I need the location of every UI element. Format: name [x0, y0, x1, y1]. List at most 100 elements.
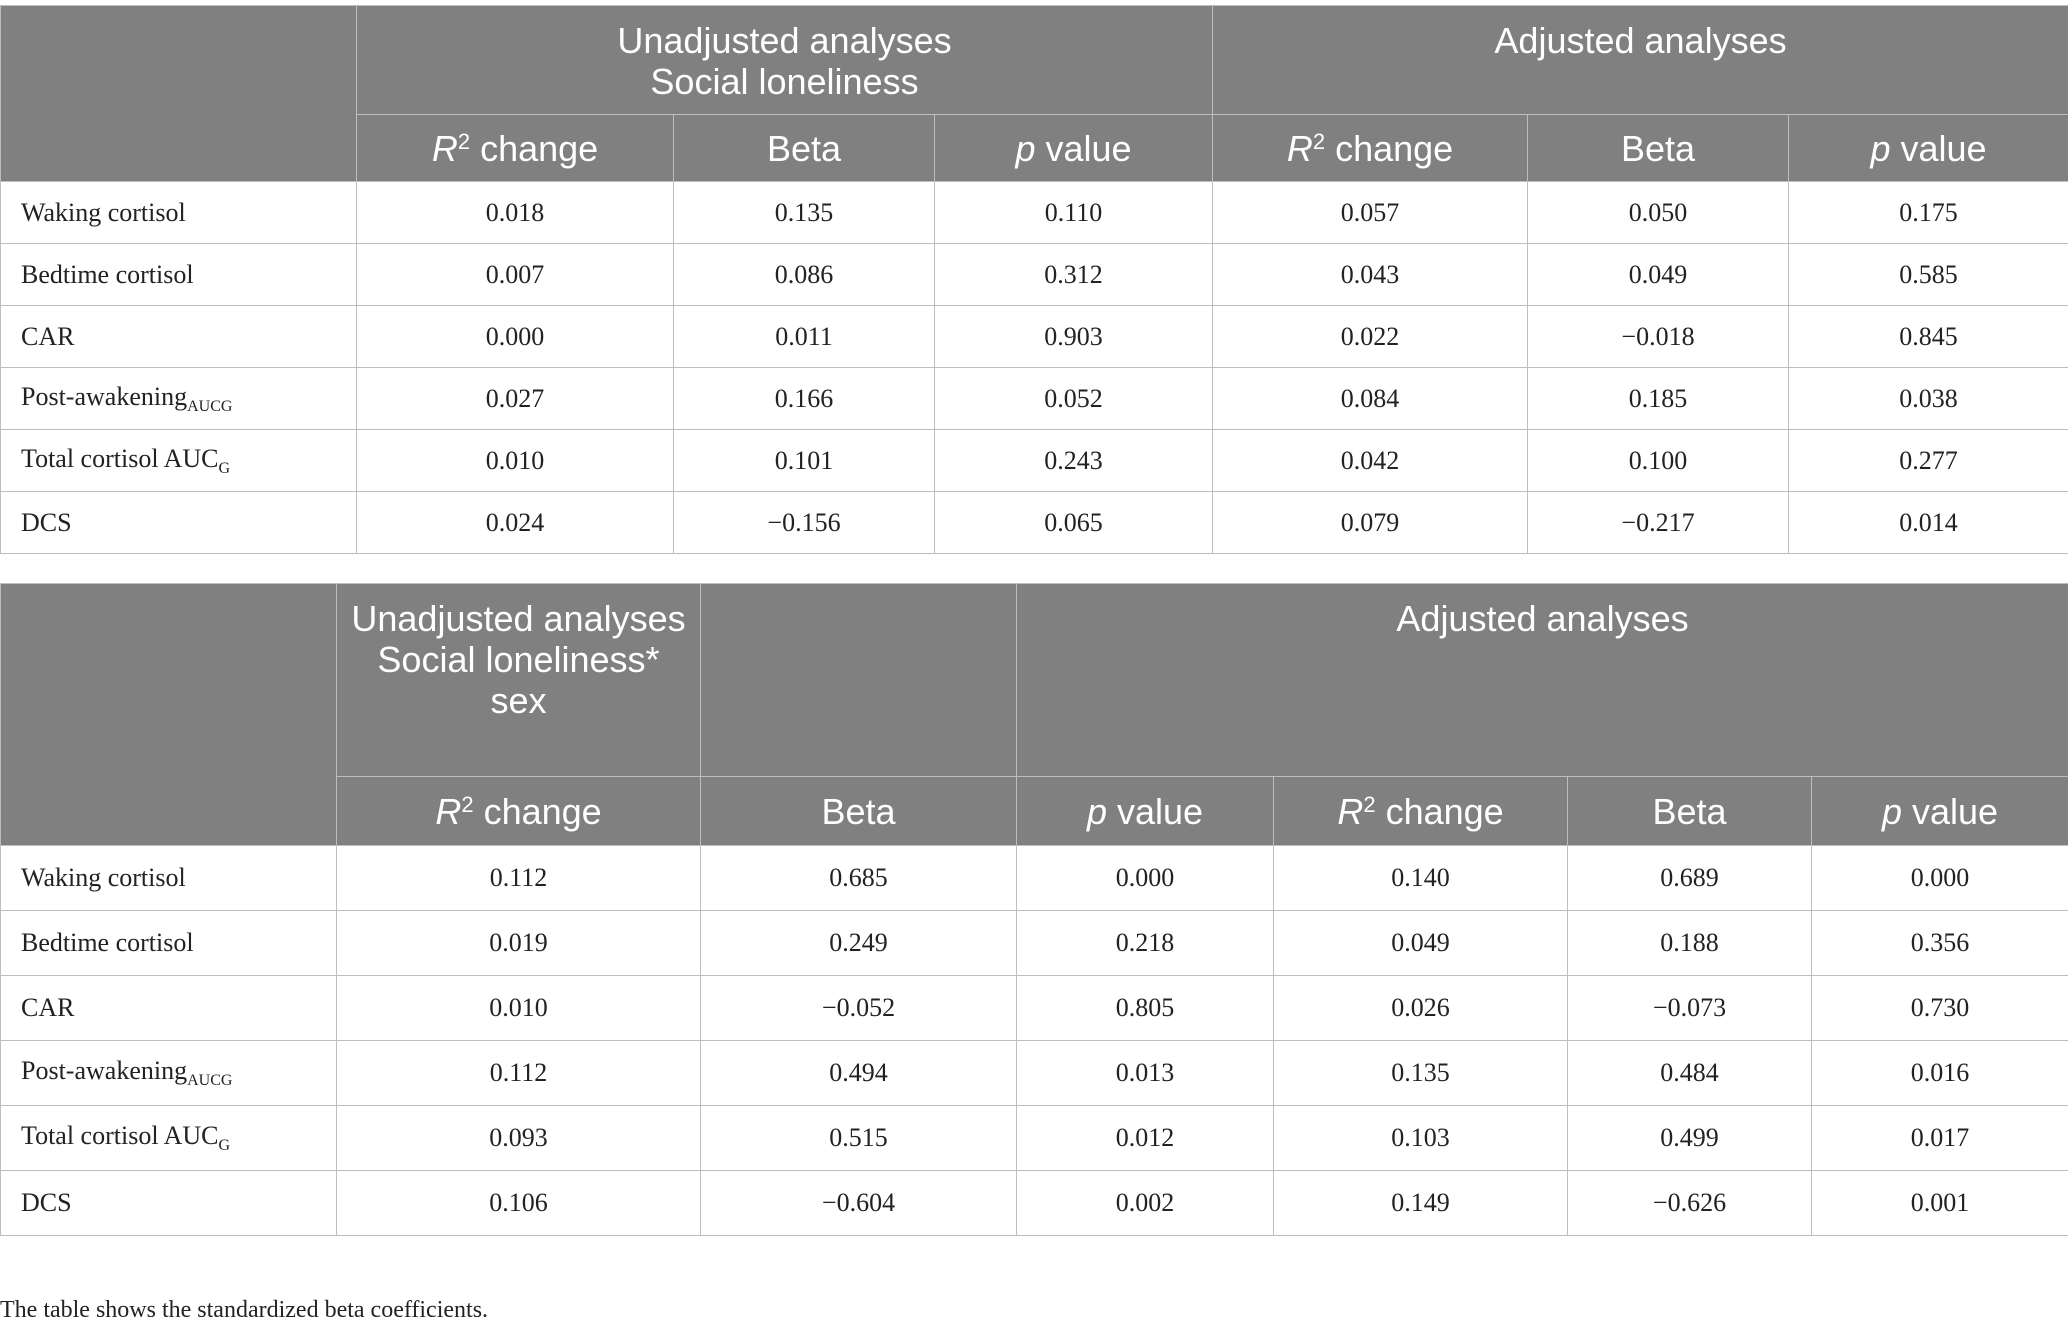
cell: 0.140	[1273, 845, 1568, 911]
header-text: change	[1335, 127, 1454, 169]
cell: 0.805	[1016, 975, 1274, 1041]
cell: 0.845	[1787, 305, 2068, 368]
column-header: p value	[1811, 776, 2068, 846]
column-header: Beta	[1567, 776, 1812, 846]
corner-cell	[0, 583, 337, 846]
column-header: R2 change	[336, 776, 701, 846]
group-header-line: Unadjusted analyses	[617, 20, 952, 61]
data-row: Total cortisol AUCG 0.093 0.515 0.012 0.103 0…	[0, 1105, 2068, 1171]
row-label-text: Waking cortisol	[21, 197, 186, 227]
header-row: R2 change Beta p value R2 change Beta p value	[1, 776, 2068, 846]
cell: 0.027	[356, 367, 674, 430]
cell: 0.017	[1811, 1105, 2068, 1171]
cell: 0.100	[1527, 429, 1789, 492]
column-header: Beta	[1527, 114, 1789, 182]
cell: 0.112	[336, 1040, 701, 1106]
cell: 0.057	[1212, 181, 1528, 244]
cell: −0.217	[1527, 491, 1789, 554]
header-symbol: p	[1015, 127, 1036, 169]
cell: 0.000	[356, 305, 674, 368]
row-label-text: Bedtime cortisol	[21, 928, 194, 957]
cell: 0.110	[934, 181, 1213, 244]
header-symbol: p	[1086, 790, 1107, 832]
group-header	[700, 583, 1017, 777]
cell: 0.002	[1016, 1170, 1274, 1236]
group-header-line: Social loneliness* sex	[377, 639, 660, 721]
group-header-line: Adjusted analyses	[1396, 598, 1689, 639]
row-label-text: Total cortisol AUC	[21, 1121, 219, 1150]
row-label-subscript: AUCG	[187, 397, 233, 415]
header-symbol: p	[1870, 127, 1891, 169]
group-header: Adjusted analyses	[1016, 583, 2068, 777]
header-symbol: R	[431, 127, 458, 169]
cell: 0.019	[336, 910, 701, 976]
cell: −0.626	[1567, 1170, 1812, 1236]
row-label-text: Waking cortisol	[21, 863, 186, 892]
data-row: Total cortisol AUCG 0.010 0.101 0.243 0.042 0…	[0, 429, 2068, 492]
data-row: DCS 0.106 −0.604 0.002 0.149 −0.626 0.001	[0, 1170, 2068, 1236]
header-text: Beta	[821, 790, 896, 832]
row-label: Total cortisol AUCG	[0, 1105, 337, 1171]
cell: 0.730	[1811, 975, 2068, 1041]
header-superscript: 2	[1363, 791, 1376, 817]
cell: 0.585	[1787, 243, 2068, 306]
cell: 0.084	[1212, 367, 1528, 430]
cell: 0.016	[1811, 1040, 2068, 1106]
header-superscript: 2	[1312, 128, 1326, 154]
group-header: Adjusted analyses	[1211, 5, 2068, 115]
row-label: Bedtime cortisol	[0, 243, 357, 306]
cell: 0.149	[1273, 1170, 1568, 1236]
header-text: Beta	[766, 127, 842, 169]
row-label-text: DCS	[21, 507, 72, 537]
cell: 0.218	[1016, 910, 1274, 976]
cell: 0.018	[356, 181, 674, 244]
cell: −0.018	[1527, 305, 1789, 368]
cell: 0.249	[700, 910, 1017, 976]
cell: 0.014	[1787, 491, 2068, 554]
cell: 0.043	[1212, 243, 1528, 306]
cell: 0.135	[673, 181, 935, 244]
cell: 0.000	[1016, 845, 1274, 911]
cell: 0.000	[1811, 845, 2068, 911]
cell: 0.243	[934, 429, 1213, 492]
cell: 0.103	[1273, 1105, 1568, 1171]
data-row: Waking cortisol 0.018 0.135 0.110 0.057 0.050…	[0, 181, 2068, 244]
cell: 0.515	[700, 1105, 1017, 1171]
header-text: value	[1045, 127, 1132, 169]
header-text: change	[1385, 790, 1504, 832]
header-superscript: 2	[461, 791, 474, 817]
header-row: Unadjusted analyses Social loneliness Adju…	[0, 5, 2068, 182]
data-row: Post-awakeningAUCG 0.112 0.494 0.013 0.135 0.…	[0, 1040, 2068, 1106]
data-row: CAR 0.000 0.011 0.903 0.022 −0.018 0.845	[0, 305, 2068, 368]
cell: 0.689	[1567, 845, 1812, 911]
header-text: change	[480, 127, 599, 169]
column-header: R2 change	[356, 114, 674, 182]
data-row: Post-awakeningAUCG 0.027 0.166 0.052 0.084 0.…	[0, 367, 2068, 430]
group-header-line: Adjusted analyses	[1494, 20, 1787, 61]
row-label-subscript: G	[218, 1137, 231, 1154]
cell: 0.685	[700, 845, 1017, 911]
cell: 0.065	[934, 491, 1213, 554]
cell: 0.012	[1016, 1105, 1274, 1171]
cell: 0.022	[1212, 305, 1528, 368]
cell: 0.011	[673, 305, 935, 368]
group-header: Unadjusted analyses Social loneliness	[356, 5, 1213, 115]
cell: 0.010	[336, 975, 701, 1041]
table: Unadjusted analyses Social loneliness Adju…	[0, 5, 2068, 554]
cell: 0.049	[1273, 910, 1568, 976]
cell: 0.079	[1212, 491, 1528, 554]
row-label: DCS	[0, 1170, 337, 1236]
cell: 0.188	[1567, 910, 1812, 976]
header-superscript: 2	[457, 128, 471, 154]
column-header: R2 change	[1212, 114, 1528, 182]
row-label-text: Bedtime cortisol	[21, 259, 194, 289]
corner-cell	[0, 5, 357, 182]
cell: 0.101	[673, 429, 935, 492]
row-label-text: Total cortisol AUC	[21, 443, 219, 473]
data-row: Bedtime cortisol 0.007 0.086 0.312 0.043 0.04…	[0, 243, 2068, 306]
column-header: R2 change	[1273, 776, 1568, 846]
cell: 0.356	[1811, 910, 2068, 976]
cell: 0.007	[356, 243, 674, 306]
cell: 0.494	[700, 1040, 1017, 1106]
